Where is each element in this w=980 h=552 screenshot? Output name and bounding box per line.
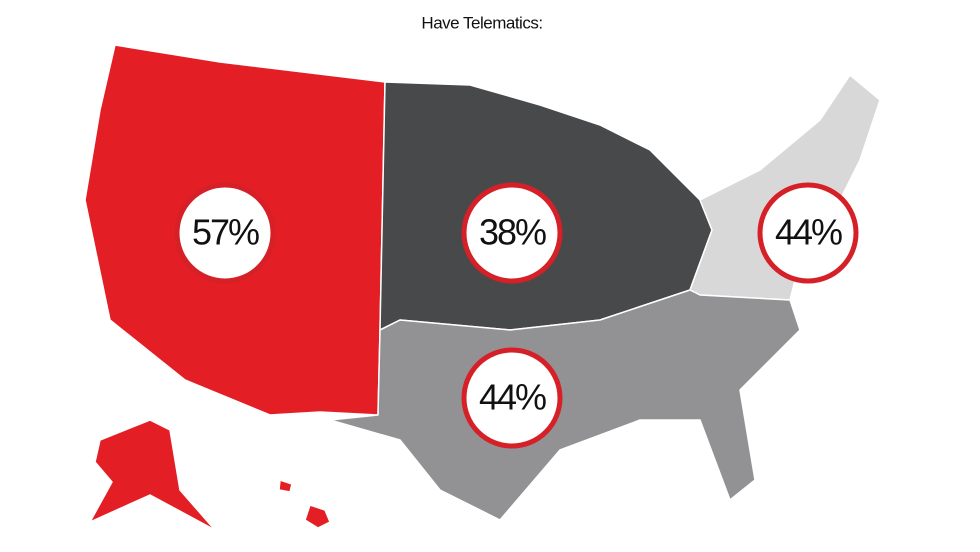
badge-circle xyxy=(461,182,563,284)
badge-circle xyxy=(461,347,563,449)
region-alaska xyxy=(89,419,216,531)
region-south xyxy=(329,289,801,521)
badge-circle xyxy=(174,182,276,284)
badge: 44% xyxy=(757,182,859,284)
badge-label: 44% xyxy=(775,212,842,253)
badge: 57% xyxy=(174,182,276,284)
badge-label: 38% xyxy=(479,212,546,253)
regions xyxy=(84,44,881,531)
badge-label: 44% xyxy=(479,377,546,418)
region-hawaii xyxy=(304,504,331,529)
badges: 57% 38% 44% 44% xyxy=(174,182,859,449)
badge-label: 57% xyxy=(192,212,259,253)
badge: 44% xyxy=(461,347,563,449)
badge-circle xyxy=(757,182,859,284)
region-hawaii xyxy=(278,479,293,493)
badge: 38% xyxy=(461,182,563,284)
map-title: Have Telematics: xyxy=(421,13,542,32)
